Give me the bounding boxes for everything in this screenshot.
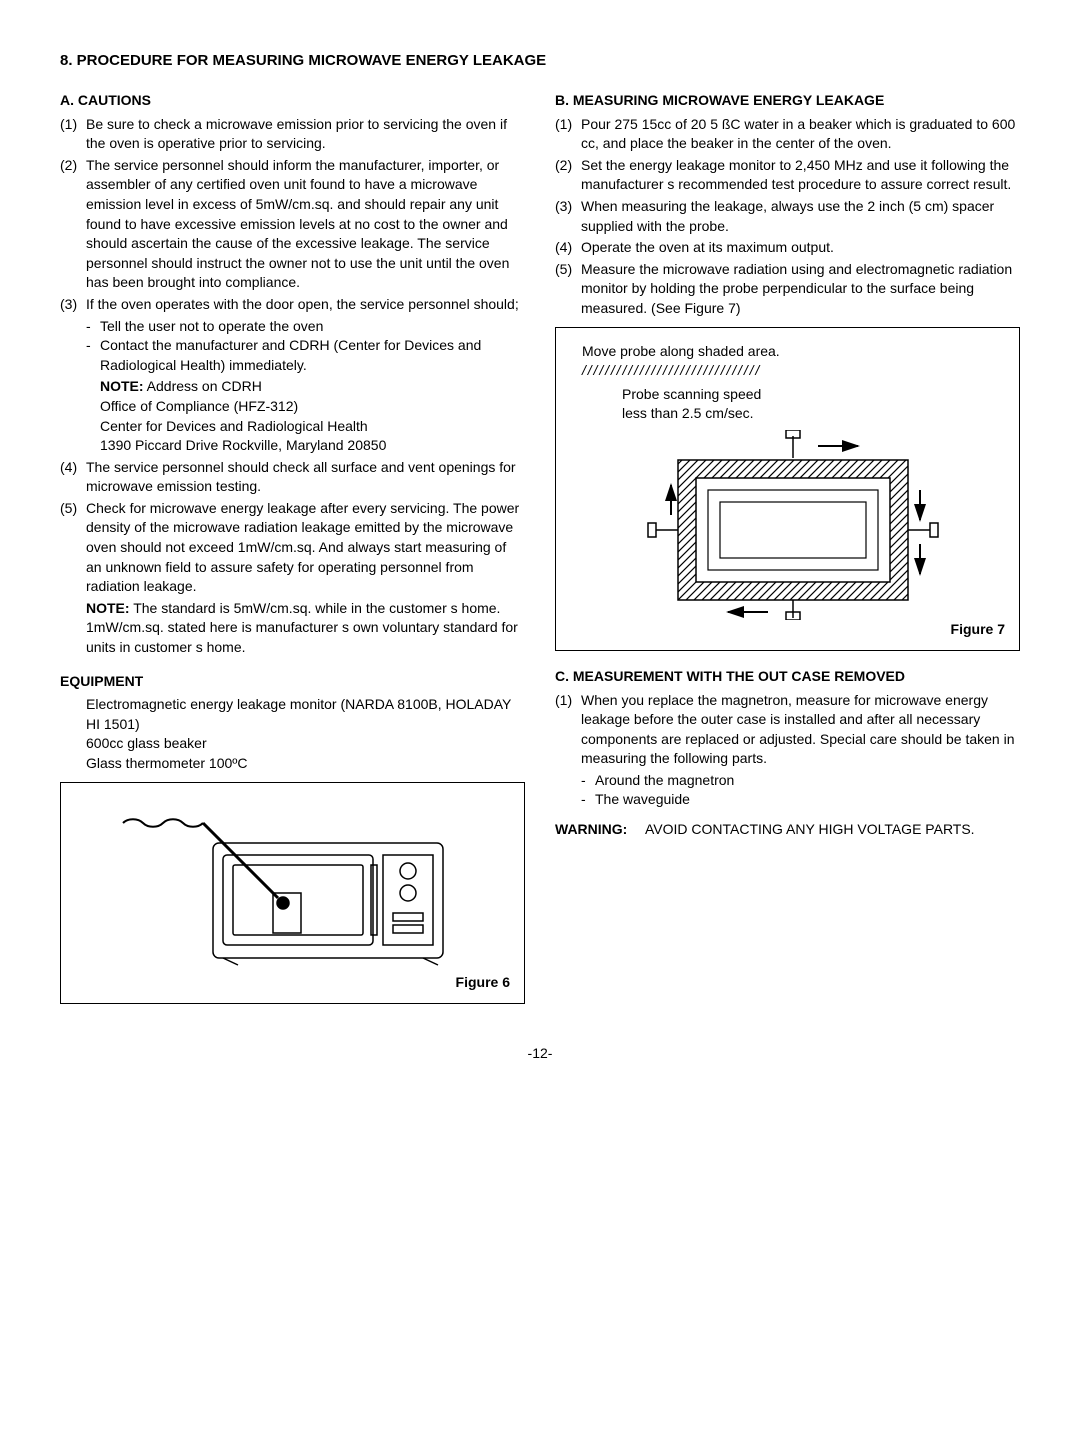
section-title: 8. PROCEDURE FOR MEASURING MICROWAVE ENE… — [60, 50, 1020, 71]
figure-7-diagram — [608, 430, 968, 620]
list-item: (2) The service personnel should inform … — [60, 156, 525, 293]
list-item: (5) Measure the microwave radiation usin… — [555, 260, 1020, 319]
item-text: Measure the microwave radiation using an… — [581, 260, 1020, 319]
item-body: When you replace the magnetron, measure … — [581, 691, 1020, 811]
item-body: Check for microwave energy leakage after… — [86, 499, 525, 658]
sublist: - Tell the user not to operate the oven … — [86, 317, 525, 456]
note-label: NOTE: — [100, 378, 144, 394]
item-text: Check for microwave energy leakage after… — [86, 500, 519, 594]
note-text: Address on CDRH — [144, 378, 262, 394]
list-item: (5) Check for microwave energy leakage a… — [60, 499, 525, 658]
sub-item: - Contact the manufacturer and CDRH (Cen… — [86, 336, 525, 456]
list-item: (3) When measuring the leakage, always u… — [555, 197, 1020, 236]
note: NOTE: The standard is 5mW/cm.sq. while i… — [86, 599, 525, 658]
figure-7-caption2b: less than 2.5 cm/sec. — [622, 404, 1003, 424]
measuring-list: (1) Pour 275 15cc of 20 5 ßC water in a … — [555, 115, 1020, 319]
figure-6-label: Figure 6 — [456, 973, 510, 993]
item-number: (1) — [60, 115, 86, 154]
item-number: (2) — [60, 156, 86, 293]
sub-text: The waveguide — [595, 790, 1020, 810]
item-text: Operate the oven at its maximum output. — [581, 238, 1020, 258]
item-text: When you replace the magnetron, measure … — [581, 692, 1015, 767]
note-text: The standard is 5mW/cm.sq. while in the … — [86, 600, 518, 655]
sub-text-content: Contact the manufacturer and CDRH (Cente… — [100, 337, 481, 373]
sub-text: Contact the manufacturer and CDRH (Cente… — [100, 336, 525, 456]
measurement-list: (1) When you replace the magnetron, meas… — [555, 691, 1020, 811]
figure-7-label: Figure 7 — [951, 620, 1005, 640]
sub-item: - Tell the user not to operate the oven — [86, 317, 525, 337]
item-number: (5) — [60, 499, 86, 658]
item-number: (4) — [555, 238, 581, 258]
item-text: If the oven operates with the door open,… — [86, 296, 519, 312]
warning-label: WARNING: — [555, 820, 645, 840]
item-text: The service personnel should check all s… — [86, 458, 525, 497]
warning: WARNING: AVOID CONTACTING ANY HIGH VOLTA… — [555, 820, 1020, 840]
address-line: Office of Compliance (HFZ-312) — [100, 397, 525, 417]
dash: - — [581, 771, 595, 791]
equipment-item: Glass thermometer 100ºC — [86, 754, 525, 774]
item-body: If the oven operates with the door open,… — [86, 295, 525, 456]
dash: - — [86, 336, 100, 456]
figure-6-box: Figure 6 — [60, 782, 525, 1004]
dash: - — [86, 317, 100, 337]
item-text: Pour 275 15cc of 20 5 ßC water in a beak… — [581, 115, 1020, 154]
list-item: (4) The service personnel should check a… — [60, 458, 525, 497]
list-item: (2) Set the energy leakage monitor to 2,… — [555, 156, 1020, 195]
equipment-item: Electromagnetic energy leakage monitor (… — [86, 695, 525, 734]
item-number: (3) — [555, 197, 581, 236]
figure-7-box: Move probe along shaded area. / / / / / … — [555, 327, 1020, 651]
figure-6-diagram — [103, 793, 483, 973]
sub-text: Around the magnetron — [595, 771, 1020, 791]
item-number: (3) — [60, 295, 86, 456]
warning-text: AVOID CONTACTING ANY HIGH VOLTAGE PARTS. — [645, 820, 1020, 840]
item-text: When measuring the leakage, always use t… — [581, 197, 1020, 236]
item-number: (2) — [555, 156, 581, 195]
b-header: B. MEASURING MICROWAVE ENERGY LEAKAGE — [555, 91, 1020, 111]
address-line: Center for Devices and Radiological Heal… — [100, 417, 525, 437]
list-item: (1) Pour 275 15cc of 20 5 ßC water in a … — [555, 115, 1020, 154]
item-text: Be sure to check a microwave emission pr… — [86, 115, 525, 154]
left-column: A. CAUTIONS (1) Be sure to check a micro… — [60, 81, 525, 1004]
list-item: (1) Be sure to check a microwave emissio… — [60, 115, 525, 154]
figure-7-hatch-pattern: / / / / / / / / / / / / / / / / / / / / … — [582, 361, 1003, 381]
equipment-item: 600cc glass beaker — [86, 734, 525, 754]
address-line: 1390 Piccard Drive Rockville, Maryland 2… — [100, 436, 525, 456]
item-number: (1) — [555, 115, 581, 154]
sub-text: Tell the user not to operate the oven — [100, 317, 525, 337]
note: NOTE: Address on CDRH — [100, 377, 525, 397]
right-column: B. MEASURING MICROWAVE ENERGY LEAKAGE (1… — [555, 81, 1020, 1004]
sub-item: - The waveguide — [581, 790, 1020, 810]
equipment-header: EQUIPMENT — [60, 672, 525, 692]
sublist: - Around the magnetron - The waveguide — [581, 771, 1020, 810]
a-header: A. CAUTIONS — [60, 91, 525, 111]
item-number: (5) — [555, 260, 581, 319]
cautions-list: (1) Be sure to check a microwave emissio… — [60, 115, 525, 658]
figure-7-caption2a: Probe scanning speed — [622, 385, 1003, 405]
figure-7-caption1: Move probe along shaded area. — [582, 342, 1003, 362]
list-item: (1) When you replace the magnetron, meas… — [555, 691, 1020, 811]
sub-item: - Around the magnetron — [581, 771, 1020, 791]
dash: - — [581, 790, 595, 810]
page-number: -12- — [60, 1044, 1020, 1064]
item-text: The service personnel should inform the … — [86, 156, 525, 293]
note-label: NOTE: — [86, 600, 130, 616]
list-item: (3) If the oven operates with the door o… — [60, 295, 525, 456]
list-item: (4) Operate the oven at its maximum outp… — [555, 238, 1020, 258]
item-number: (4) — [60, 458, 86, 497]
equipment-list: Electromagnetic energy leakage monitor (… — [60, 695, 525, 773]
two-column-layout: A. CAUTIONS (1) Be sure to check a micro… — [60, 81, 1020, 1004]
item-text: Set the energy leakage monitor to 2,450 … — [581, 156, 1020, 195]
c-header: C. MEASUREMENT WITH THE OUT CASE REMOVED — [555, 667, 1020, 687]
item-number: (1) — [555, 691, 581, 811]
